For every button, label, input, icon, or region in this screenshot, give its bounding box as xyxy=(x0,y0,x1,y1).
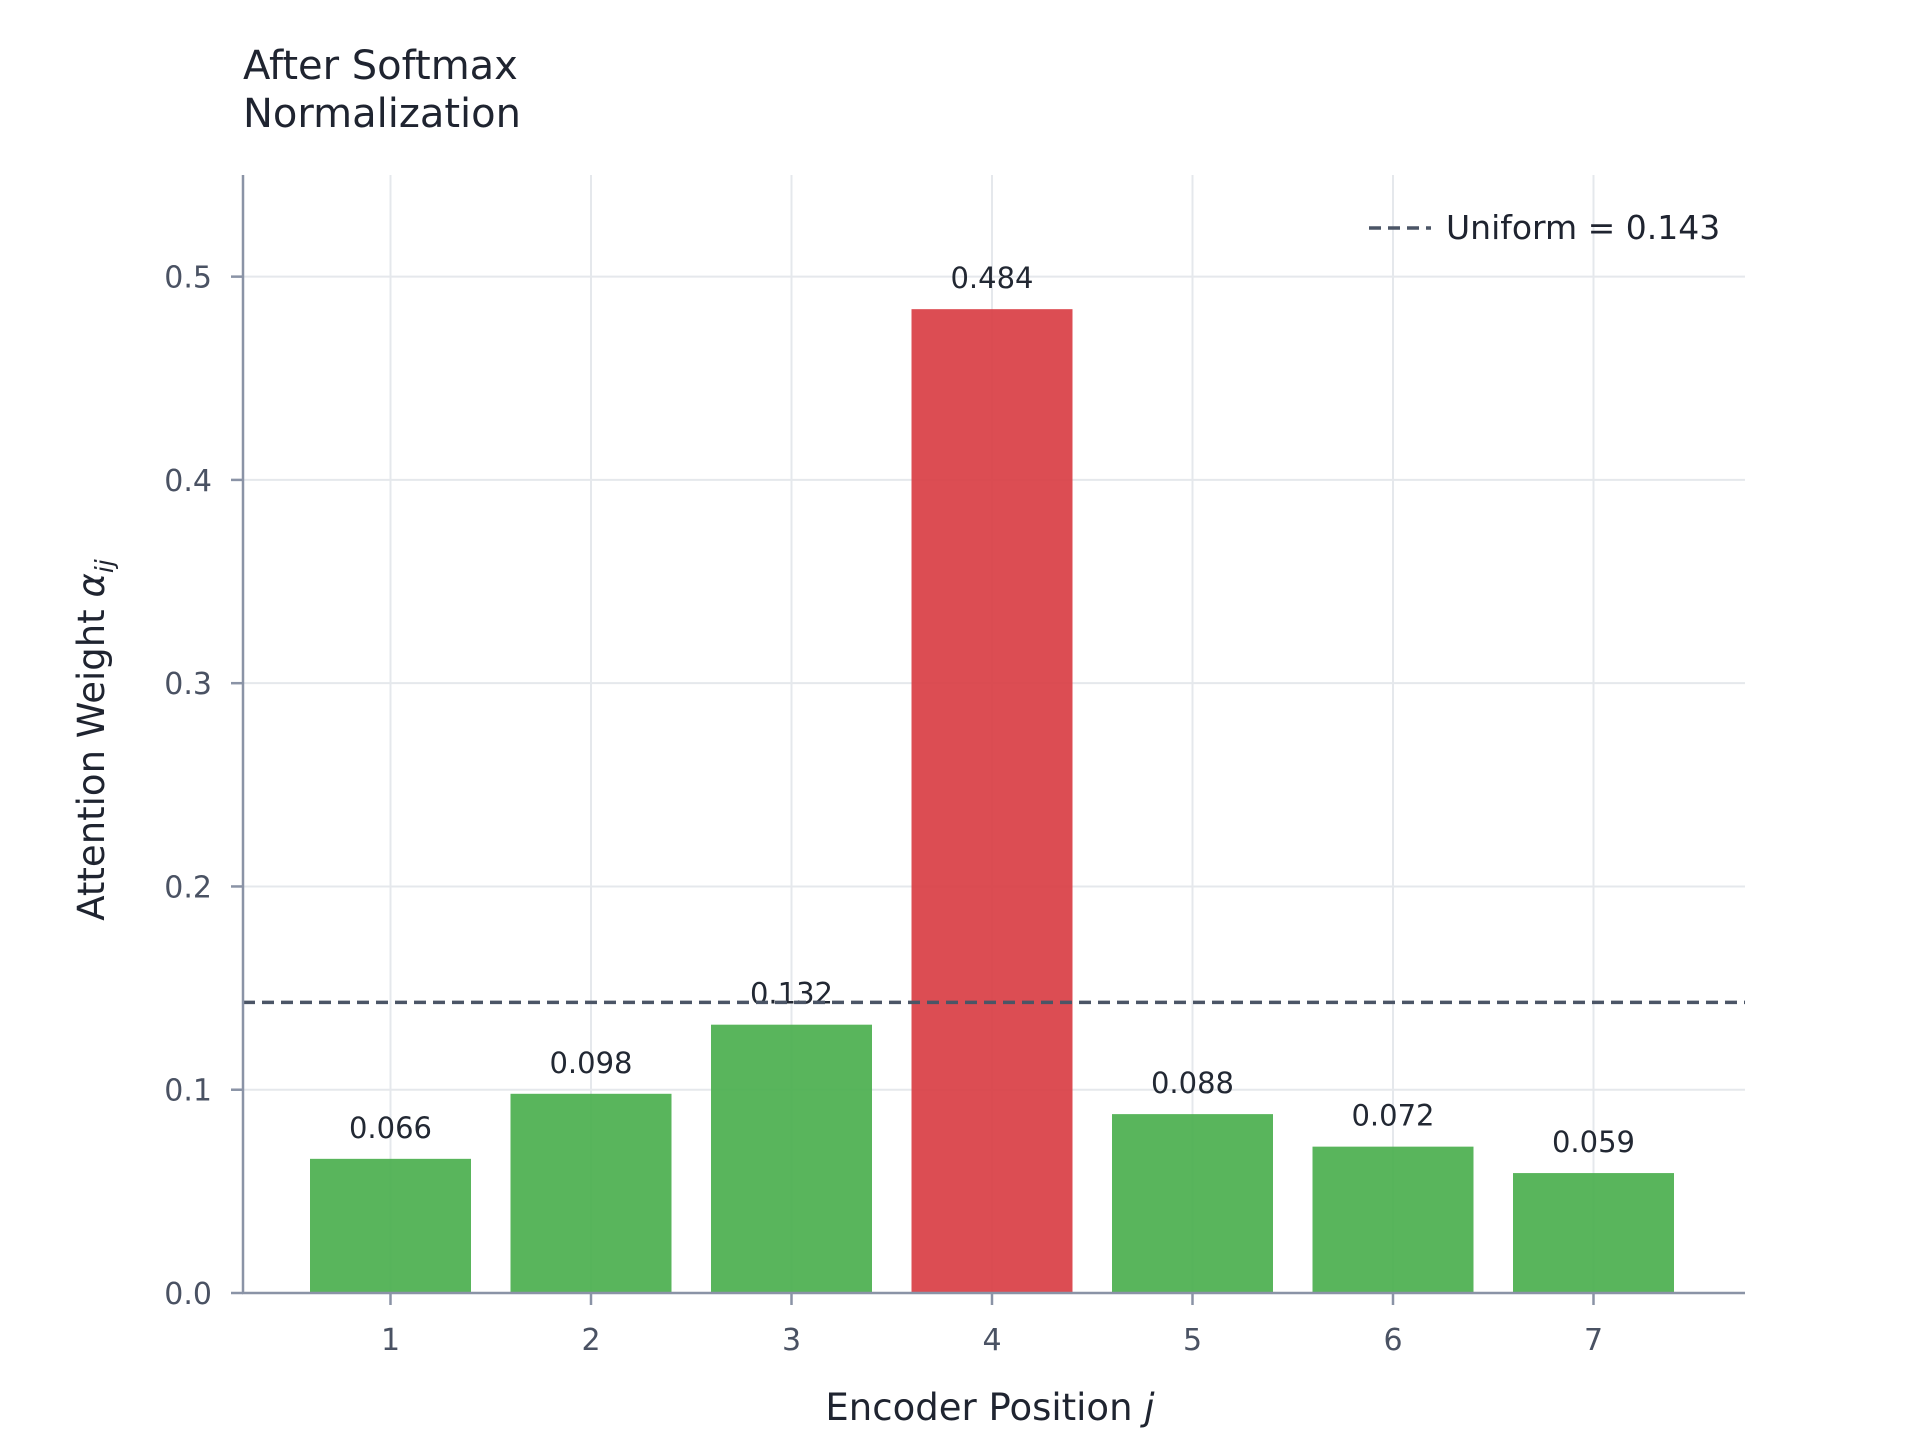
y-tick-label: 0.0 xyxy=(164,1277,212,1312)
bar-4 xyxy=(911,309,1073,1293)
bar-1 xyxy=(310,1158,471,1293)
bar-value-label-4: 0.484 xyxy=(950,261,1033,295)
bar-5 xyxy=(1112,1114,1273,1293)
y-tick-label: 0.2 xyxy=(164,870,212,905)
bar-2 xyxy=(510,1093,672,1293)
chart-title-line-1: After Softmax xyxy=(243,43,518,89)
bar-value-label-3: 0.132 xyxy=(750,977,833,1011)
y-axis-label-sub: ij xyxy=(90,559,119,573)
bar-7 xyxy=(1513,1173,1674,1293)
bar-value-label-6: 0.072 xyxy=(1351,1099,1434,1133)
y-axis-label: Attention Weight αij xyxy=(70,559,119,921)
bar-value-label-2: 0.098 xyxy=(549,1046,632,1080)
x-tick-label: 2 xyxy=(581,1323,600,1358)
bar-value-label-7: 0.059 xyxy=(1552,1125,1635,1159)
y-tick-label: 0.1 xyxy=(164,1074,212,1109)
bar-3 xyxy=(711,1024,872,1293)
axes xyxy=(241,175,1745,1295)
legend-label: Uniform = 0.143 xyxy=(1446,208,1720,247)
bar-6 xyxy=(1312,1146,1474,1293)
y-tick-label: 0.4 xyxy=(164,464,212,499)
y-ticks: 0.0 0.1 0.2 0.3 0.4 0.5 xyxy=(164,261,243,1312)
x-ticks: 1 2 3 4 5 6 7 xyxy=(381,1293,1603,1358)
x-axis-label-text: Encoder Position xyxy=(825,1386,1132,1429)
legend: Uniform = 0.143 xyxy=(1369,208,1720,247)
y-tick-label: 0.3 xyxy=(164,667,212,702)
y-tick-label: 0.5 xyxy=(164,261,212,296)
x-axis-label: Encoder Position j xyxy=(825,1386,1155,1429)
x-tick-label: 6 xyxy=(1383,1323,1402,1358)
bar-value-label-5: 0.088 xyxy=(1151,1066,1234,1100)
x-tick-label: 4 xyxy=(982,1323,1001,1358)
chart-title-line-2: Normalization xyxy=(243,91,521,137)
y-axis-label-text: Attention Weight xyxy=(70,609,113,920)
bar-value-label-1: 0.066 xyxy=(349,1111,432,1145)
x-tick-label: 3 xyxy=(782,1323,801,1358)
chart-title: After Softmax Normalization xyxy=(243,42,521,138)
x-tick-label: 5 xyxy=(1183,1323,1202,1358)
x-tick-label: 7 xyxy=(1584,1323,1603,1358)
bars xyxy=(310,309,1674,1293)
x-axis-label-var: j xyxy=(1139,1386,1155,1429)
x-tick-label: 1 xyxy=(381,1323,400,1358)
bar-value-labels: 0.066 0.098 0.132 0.484 0.088 0.072 0.059 xyxy=(349,261,1635,1159)
y-axis-label-var: α xyxy=(70,573,113,597)
